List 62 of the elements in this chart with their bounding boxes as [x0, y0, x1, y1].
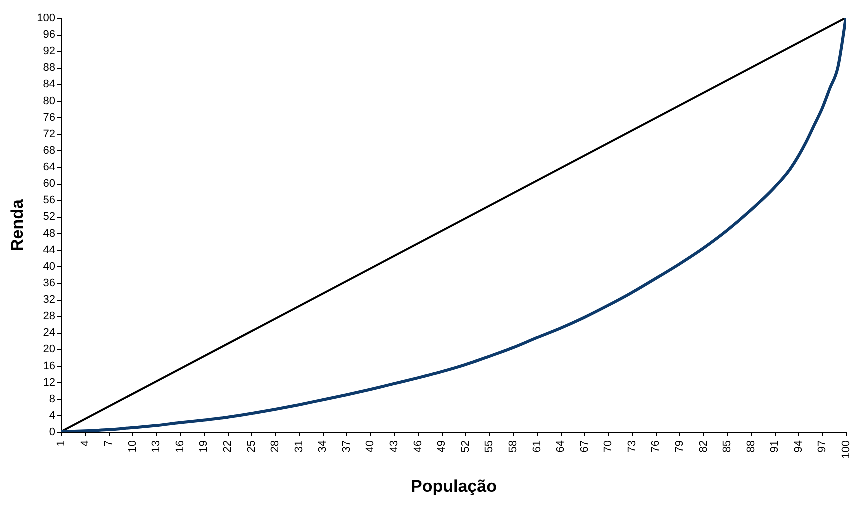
x-tick-label: 34 [317, 440, 330, 453]
y-axis-title: Renda [8, 198, 28, 252]
x-tick-label: 58 [507, 440, 520, 453]
x-tick-label: 76 [650, 440, 662, 453]
x-tick-label: 97 [816, 440, 829, 453]
y-tick-label: 12 [43, 376, 56, 389]
y-tick-label: 4 [49, 410, 56, 422]
y-tick-label: 32 [43, 294, 56, 306]
x-tick-label: 94 [792, 440, 805, 453]
x-axis-title: População [411, 476, 497, 496]
x-tick-label: 22 [222, 440, 234, 453]
x-tick-label: 13 [150, 440, 163, 453]
y-tick-label: 8 [49, 393, 56, 406]
x-tick-label: 7 [103, 440, 116, 447]
y-tick-label: 52 [43, 211, 56, 224]
y-tick-label: 96 [43, 29, 56, 42]
y-tick-label: 16 [43, 360, 56, 372]
y-tick-label: 68 [43, 144, 56, 157]
y-tick-label: 20 [43, 344, 56, 356]
y-tick-label: 92 [43, 46, 56, 58]
y-tick-label: 60 [43, 178, 56, 190]
x-tick-label: 4 [79, 440, 92, 447]
x-tick-label: 25 [246, 440, 258, 453]
y-tick-label: 28 [43, 310, 56, 323]
y-tick-label: 0 [49, 426, 56, 438]
y-tick-label: 88 [43, 62, 56, 74]
y-tick-label: 56 [43, 194, 56, 207]
x-tick-label: 37 [340, 440, 353, 453]
y-tick-label: 72 [43, 128, 56, 140]
y-tick-label: 36 [43, 277, 56, 290]
x-tick-label: 31 [293, 440, 306, 453]
x-tick-label: 64 [555, 440, 568, 453]
y-tick-label: 44 [43, 244, 56, 256]
x-tick-label: 61 [531, 440, 544, 453]
x-tick-label: 88 [745, 440, 758, 453]
y-tick-label: 84 [43, 78, 56, 91]
x-tick-label: 19 [198, 440, 210, 453]
y-tick-label: 48 [43, 228, 56, 240]
x-tick-label: 55 [484, 440, 496, 453]
x-tick-label: 28 [270, 440, 282, 453]
y-tick-label: 80 [43, 95, 56, 108]
x-tick-label: 85 [722, 440, 734, 453]
x-tick-label: 67 [578, 440, 591, 453]
x-tick-label: 43 [388, 440, 401, 453]
y-tick-label: 40 [43, 260, 56, 273]
y-tick-label: 100 [37, 12, 56, 24]
y-tick-label: 76 [43, 112, 56, 124]
y-tick-label: 64 [43, 162, 56, 174]
x-tick-label: 1 [56, 440, 68, 447]
x-tick-label: 49 [436, 440, 448, 453]
x-tick-label: 100 [840, 440, 852, 459]
x-tick-label: 73 [626, 440, 638, 453]
x-tick-label: 46 [412, 440, 424, 453]
y-tick-label: 24 [43, 327, 56, 340]
x-tick-label: 52 [460, 440, 472, 453]
x-tick-label: 91 [769, 440, 782, 453]
x-tick-label: 82 [698, 440, 710, 453]
x-tick-label: 16 [174, 440, 186, 453]
x-tick-label: 40 [364, 440, 377, 453]
x-tick-label: 10 [126, 440, 139, 453]
x-tick-label: 79 [674, 440, 686, 453]
x-tick-label: 70 [602, 440, 615, 453]
